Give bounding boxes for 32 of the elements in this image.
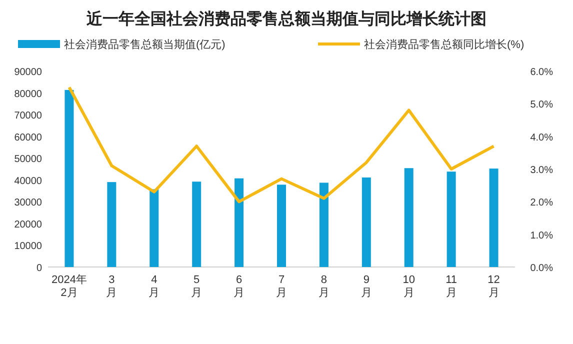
y-tick-label: 20000 — [14, 219, 42, 230]
x-tick-label: 4 月 — [148, 274, 160, 300]
y-tick-label: 50000 — [14, 154, 42, 166]
y2-tick-label: 0.0% — [530, 263, 554, 274]
y-tick-label: 70000 — [14, 110, 42, 122]
x-tick-label: 9 月 — [360, 274, 372, 300]
y2-tick-label: 4.0% — [530, 132, 554, 144]
x-tick-label: 10 月 — [402, 274, 415, 300]
x-tick-label: 7 月 — [276, 274, 287, 300]
x-tick-label: 12 月 — [488, 274, 500, 300]
y2-tick-label: 6.0% — [530, 67, 554, 78]
legend-label: 社会消费品零售总额当期值(亿元) — [64, 38, 226, 51]
chart-title: 近一年全国社会消费品零售总额当期值与同比增长统计图 — [86, 10, 486, 28]
y-tick-label: 30000 — [14, 198, 42, 209]
x-tick-label: 2024年 2月 — [51, 274, 87, 300]
y2-tick-label: 1.0% — [530, 230, 554, 242]
y-tick-label: 60000 — [14, 132, 42, 144]
x-tick-label: 11 月 — [446, 274, 458, 300]
legend-label: 社会消费品零售总额同比增长(%) — [364, 38, 524, 51]
y-tick-label: 10000 — [14, 241, 42, 252]
y-tick-label: 0 — [36, 263, 42, 274]
x-tick-label: 6 月 — [234, 274, 245, 300]
x-tick-label: 8 月 — [318, 274, 330, 300]
x-tick-label: 5 月 — [191, 274, 202, 300]
line-series — [68, 86, 496, 204]
y-tick-label: 40000 — [14, 176, 42, 187]
y-tick-label: 90000 — [14, 67, 42, 78]
y2-tick-label: 2.0% — [530, 198, 554, 209]
x-tick-label: 3 月 — [106, 274, 118, 300]
y2-tick-label: 5.0% — [530, 100, 554, 111]
y2-tick-label: 3.0% — [530, 165, 554, 176]
y-tick-label: 80000 — [14, 88, 42, 100]
